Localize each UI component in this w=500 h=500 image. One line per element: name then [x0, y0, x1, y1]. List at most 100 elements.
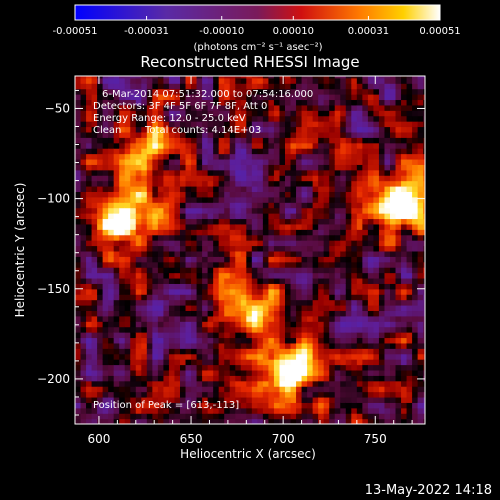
- heatmap-cell: [373, 407, 380, 414]
- heatmap-cell: [207, 342, 214, 349]
- heatmap-cell: [141, 94, 148, 101]
- heatmap-cell: [312, 369, 319, 376]
- heatmap-cell: [108, 364, 115, 371]
- heatmap-cell: [75, 175, 82, 182]
- heatmap-cell: [345, 218, 352, 225]
- heatmap-cell: [340, 175, 347, 182]
- heatmap-cell: [141, 418, 148, 424]
- heatmap-cell: [157, 223, 165, 230]
- heatmap-cell: [423, 196, 425, 203]
- heatmap-cell: [290, 234, 297, 241]
- heatmap-cell: [417, 196, 424, 203]
- heatmap-cell: [296, 229, 303, 236]
- heatmap-cell: [246, 158, 253, 165]
- heatmap-cell: [273, 94, 281, 101]
- heatmap-cell: [152, 76, 159, 79]
- heatmap-cell: [91, 283, 98, 290]
- heatmap-cell: [251, 218, 258, 225]
- heatmap-cell: [235, 380, 242, 387]
- heatmap-cell: [406, 77, 413, 84]
- heatmap-cell: [174, 115, 181, 122]
- heatmap-cell: [202, 332, 209, 339]
- heatmap-cell: [218, 218, 225, 225]
- heatmap-cell: [196, 169, 203, 176]
- heatmap-cell: [373, 283, 380, 290]
- heatmap-cell: [86, 83, 93, 90]
- heatmap-cell: [196, 164, 203, 171]
- heatmap-cell: [367, 131, 375, 138]
- heatmap-cell: [356, 153, 363, 160]
- heatmap-cell: [202, 126, 209, 133]
- heatmap-cell: [318, 169, 325, 176]
- heatmap-cell: [268, 185, 275, 192]
- heatmap-cell: [174, 321, 181, 328]
- heatmap-cell: [196, 223, 203, 230]
- heatmap-cell: [180, 337, 187, 344]
- heatmap-cell: [384, 99, 391, 106]
- heatmap-cell: [279, 402, 286, 409]
- heatmap-cell: [401, 288, 408, 295]
- annotation-peak-position: Position of Peak = [613,-113]: [93, 400, 239, 411]
- heatmap-cell: [323, 396, 330, 403]
- heatmap-cell: [163, 229, 170, 236]
- heatmap-cell: [334, 380, 341, 387]
- heatmap-cell: [240, 369, 247, 376]
- heatmap-cell: [373, 158, 380, 165]
- heatmap-cell: [351, 180, 358, 187]
- heatmap-cell: [75, 315, 82, 322]
- heatmap-cell: [384, 240, 391, 247]
- heatmap-cell: [213, 261, 220, 268]
- heatmap-cell: [395, 386, 402, 393]
- heatmap-cell: [185, 131, 192, 138]
- heatmap-cell: [124, 137, 131, 144]
- heatmap-cell: [340, 164, 347, 171]
- heatmap-cell: [273, 131, 281, 138]
- heatmap-cell: [75, 342, 82, 349]
- heatmap-cell: [395, 294, 402, 301]
- heatmap-cell: [373, 115, 380, 122]
- heatmap-cell: [218, 196, 225, 203]
- heatmap-cell: [351, 77, 358, 84]
- heatmap-cell: [251, 256, 258, 263]
- heatmap-cell: [307, 191, 314, 198]
- heatmap-cell: [423, 283, 425, 290]
- heatmap-cell: [351, 110, 358, 117]
- heatmap-cell: [351, 115, 358, 122]
- heatmap-cell: [152, 353, 159, 360]
- heatmap-cell: [229, 326, 236, 333]
- heatmap-cell: [279, 391, 286, 398]
- heatmap-cell: [268, 164, 275, 171]
- heatmap-cell: [362, 353, 369, 360]
- heatmap-cell: [146, 88, 153, 95]
- heatmap-cell: [296, 142, 303, 149]
- heatmap-cell: [345, 88, 352, 95]
- heatmap-cell: [334, 77, 341, 84]
- heatmap-cell: [168, 88, 176, 95]
- heatmap-cell: [168, 131, 176, 138]
- heatmap-cell: [102, 202, 109, 209]
- heatmap-cell: [312, 240, 319, 247]
- heatmap-cell: [80, 413, 87, 420]
- heatmap-cell: [318, 272, 325, 279]
- heatmap-cell: [323, 148, 330, 155]
- heatmap-cell: [224, 369, 231, 376]
- heatmap-cell: [251, 76, 258, 79]
- heatmap-cell: [285, 180, 292, 187]
- heatmap-cell: [351, 321, 358, 328]
- heatmap-cell: [378, 104, 386, 111]
- heatmap-cell: [113, 256, 120, 263]
- heatmap-cell: [412, 321, 419, 328]
- heatmap-cell: [318, 407, 325, 414]
- heatmap-cell: [268, 142, 275, 149]
- heatmap-cell: [423, 121, 425, 128]
- heatmap-cell: [345, 83, 352, 90]
- heatmap-cell: [108, 369, 115, 376]
- heatmap-cell: [213, 321, 220, 328]
- heatmap-cell: [351, 277, 358, 284]
- heatmap-cell: [152, 272, 159, 279]
- heatmap-cell: [108, 299, 115, 306]
- heatmap-cell: [390, 99, 397, 106]
- heatmap-cell: [285, 353, 292, 360]
- heatmap-cell: [373, 353, 380, 360]
- heatmap-cell: [367, 180, 375, 187]
